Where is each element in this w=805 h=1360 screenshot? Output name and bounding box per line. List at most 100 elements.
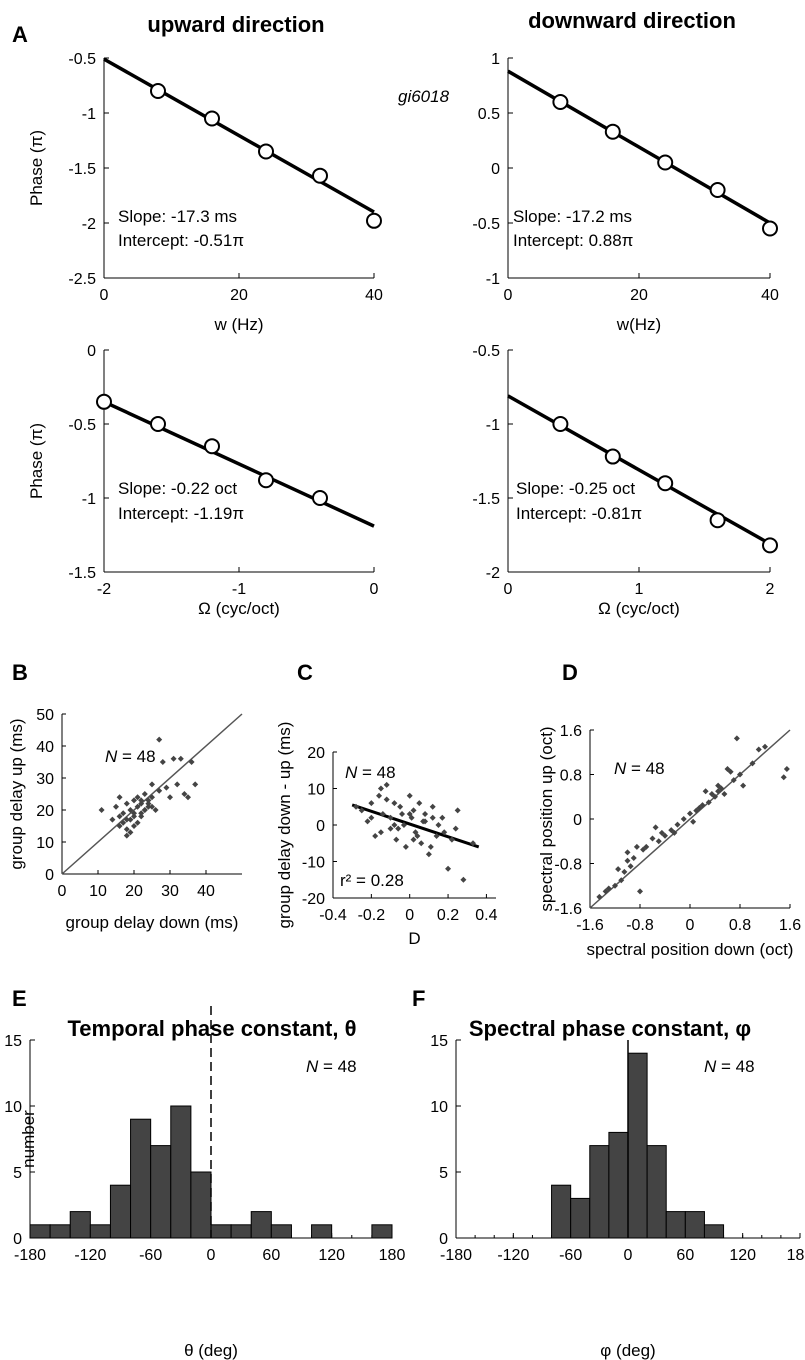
- data-point: [649, 835, 656, 842]
- y-tick-label: -1: [82, 491, 96, 508]
- data-point: [372, 832, 379, 839]
- data-point: [123, 832, 130, 839]
- data-point: [387, 814, 394, 821]
- y-tick-label: 5: [439, 1165, 448, 1182]
- panel-letter: A: [12, 22, 28, 47]
- identity-line: [61, 713, 243, 875]
- histogram-bar: [589, 1145, 610, 1239]
- x-tick-label: -0.8: [626, 917, 654, 934]
- x-tick-label: 120: [729, 1247, 756, 1264]
- x-tick-label: -1.6: [576, 917, 604, 934]
- data-point: [120, 810, 127, 817]
- data-point: [167, 794, 173, 801]
- histogram-bar: [703, 1224, 725, 1239]
- fit-line: [507, 394, 771, 546]
- data-point: [150, 83, 166, 99]
- x-axis-label: θ (deg): [184, 1341, 238, 1360]
- chart-title: Spectral phase constant, φ: [469, 1016, 751, 1041]
- annotation: Intercept: -1.19π: [118, 504, 244, 523]
- data-point: [145, 800, 152, 807]
- x-tick-label: 0: [405, 907, 414, 924]
- data-point: [604, 123, 621, 140]
- fit-line: [103, 57, 375, 214]
- data-point: [624, 857, 631, 864]
- panel-a3: -2 -1 0 0 -0.5 -1 -1.5 Ω (cyc/oct) Phase (π) Slop…: [27, 343, 379, 618]
- x-tick-label: 20: [125, 883, 143, 900]
- x-tick-label: -120: [497, 1247, 529, 1264]
- panel-b: 0 10 20 30 40 50 40 30 20 10 0 group delay down (ms…: [7, 660, 243, 932]
- data-point: [552, 416, 569, 432]
- x-tick-label: 40: [365, 287, 383, 304]
- y-tick-label: 20: [36, 803, 54, 820]
- n-value: = 48: [626, 759, 664, 778]
- x-tick-label: 0: [207, 1247, 216, 1264]
- x-tick-label: 0: [504, 581, 513, 598]
- x-tick-label: -0.2: [358, 907, 386, 924]
- data-point: [131, 810, 137, 817]
- data-point: [358, 807, 365, 814]
- data-point: [712, 793, 718, 800]
- histogram-bar: [49, 1224, 71, 1239]
- data-point: [762, 743, 768, 750]
- data-point: [353, 803, 360, 810]
- data-point: [188, 759, 195, 765]
- x-axis-label: Ω (cyc/oct): [198, 599, 280, 618]
- n-label: N = 48: [105, 747, 156, 766]
- data-point: [258, 143, 274, 160]
- data-point: [755, 746, 762, 753]
- data-point: [377, 785, 384, 792]
- x-tick-label: 0: [58, 883, 67, 900]
- data-point: [138, 810, 145, 817]
- x-tick-label: -60: [139, 1247, 162, 1264]
- x-tick-label: 0.2: [437, 907, 459, 924]
- panel-letter: C: [297, 660, 313, 685]
- data-point: [312, 167, 328, 184]
- x-tick-label: 20: [230, 287, 248, 304]
- data-point: [116, 794, 123, 801]
- histogram-bar: [570, 1197, 591, 1239]
- histogram-bar: [210, 1224, 232, 1239]
- y-tick-label: -1: [486, 271, 500, 288]
- x-tick-label: 0: [504, 287, 513, 304]
- data-point: [113, 803, 119, 810]
- annotation: Slope: -0.22 oct: [118, 479, 237, 498]
- data-point: [552, 94, 569, 110]
- data-point: [364, 818, 371, 825]
- data-point: [624, 849, 631, 856]
- y-tick-label: 1.6: [560, 723, 582, 740]
- data-point: [138, 800, 145, 807]
- histogram-bar: [190, 1171, 212, 1239]
- annotation: Intercept: -0.81π: [516, 504, 642, 523]
- annotation: Slope: -0.25 oct: [516, 479, 635, 498]
- data-point: [383, 781, 390, 788]
- data-point: [387, 825, 394, 832]
- data-point: [655, 838, 662, 845]
- y-tick-label: -0.8: [554, 857, 582, 874]
- data-point: [391, 822, 398, 828]
- data-point: [696, 804, 703, 811]
- data-point: [379, 811, 386, 818]
- data-point: [141, 791, 148, 797]
- n-label: N = 48: [345, 763, 396, 782]
- y-tick-label: 0: [491, 161, 500, 178]
- y-tick-label: 15: [4, 1033, 22, 1050]
- n-value: = 48: [117, 747, 155, 766]
- x-tick-label: 2: [766, 581, 775, 598]
- data-point: [376, 792, 383, 799]
- data-point: [418, 840, 425, 847]
- data-point: [749, 760, 756, 767]
- y-tick-label: 0.8: [560, 768, 582, 785]
- data-point: [414, 832, 421, 839]
- y-axis-label: Phase (π): [27, 423, 46, 499]
- y-tick-label: -20: [302, 891, 325, 908]
- histogram-bar: [270, 1224, 292, 1239]
- data-point: [312, 490, 328, 506]
- data-point: [174, 781, 181, 788]
- data-point: [652, 824, 659, 831]
- data-point: [391, 800, 398, 807]
- panel-a1: 0 20 40 -0.5 -1 -1.5 -2 -2.5 w (Hz) Phase (π) upwa…: [12, 12, 383, 334]
- data-point: [605, 885, 612, 892]
- data-point: [131, 797, 137, 804]
- y-tick-label: 0: [13, 1231, 22, 1248]
